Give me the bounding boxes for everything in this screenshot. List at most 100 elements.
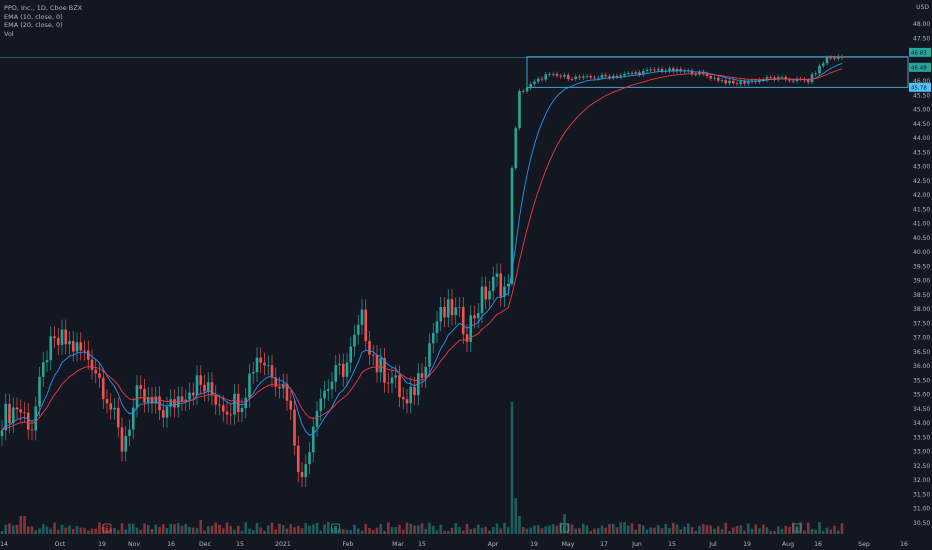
candle-body (795, 78, 799, 82)
volume-bar (424, 528, 428, 534)
volume-bar (244, 522, 248, 534)
volume-bar (653, 527, 656, 534)
time-axis: 14 Oct 19 Nov 16 Dec 15 2021 Feb Mar 15 Apr 19 May 17 J… (0, 541, 908, 548)
candle-body (461, 306, 465, 335)
candle-body (649, 69, 653, 71)
candle-body (465, 334, 469, 342)
candle-body (476, 313, 480, 319)
volume-bar (345, 529, 349, 534)
candle-body (443, 307, 446, 318)
volume-bar (154, 524, 158, 534)
candle-body (671, 68, 675, 72)
volume-bar (750, 528, 754, 534)
volume-bar (210, 525, 214, 534)
price-tick-label: 37.50 (913, 320, 930, 327)
volume-bar (746, 523, 750, 534)
volume-bar (413, 525, 416, 534)
volume-bar (255, 522, 259, 534)
volume-bar (630, 523, 634, 534)
volume-bar (360, 530, 364, 534)
candle-body (836, 56, 840, 59)
candle-body (195, 375, 199, 396)
candle-body (150, 397, 154, 404)
candle-body (690, 70, 694, 75)
candle-body (413, 386, 416, 396)
time-tick-label: 15 (668, 541, 676, 548)
candle-body (495, 273, 499, 277)
candle-body (709, 76, 713, 79)
candle-body (544, 74, 548, 80)
candle-body (0, 430, 4, 437)
volume-bar (735, 525, 739, 534)
candle-body (791, 80, 795, 82)
volume-bar (203, 530, 206, 534)
volume-bar (409, 523, 413, 534)
volume-bar (251, 530, 255, 534)
earnings-marker-label: E (795, 527, 799, 533)
volume-bar (341, 529, 345, 534)
candle-body (533, 81, 536, 84)
volume-bar (233, 529, 236, 534)
candle-body (806, 80, 810, 83)
candle-body (263, 362, 266, 366)
candle-body (431, 333, 435, 344)
candle-body (206, 382, 210, 392)
candle-body (585, 75, 589, 77)
candle-body (345, 362, 349, 377)
candle-body (559, 75, 563, 77)
time-tick-label: Mar (392, 541, 404, 548)
candle-body (398, 375, 401, 398)
candle-body (135, 385, 139, 408)
candle-body (285, 383, 289, 401)
candle-body (146, 397, 150, 403)
ema10-line (1, 62, 843, 436)
candle-body (90, 359, 94, 370)
candle-body (626, 73, 630, 74)
volume-bar (49, 528, 53, 534)
candle-body (780, 77, 784, 78)
volume-bar (38, 528, 41, 534)
candle-body (488, 290, 491, 300)
candle-body (60, 329, 64, 345)
candle-body (289, 400, 293, 410)
candle-body (371, 354, 375, 356)
time-tick-label: 15 (418, 541, 426, 548)
time-tick-label: 14 (0, 541, 8, 548)
volume-bar (480, 527, 484, 534)
price-axis: 30.50 31.00 31.50 32.00 32.50 33.00 33.50 34.00… (913, 21, 930, 527)
candle-body (79, 342, 83, 351)
price-tick-label: 30.50 (913, 520, 930, 527)
volume-bar (488, 530, 491, 534)
volume-bar (506, 527, 510, 534)
candle-body (521, 91, 525, 92)
price-tick-label: 41.50 (913, 206, 930, 213)
volume-bar (375, 527, 379, 534)
volume-bar (420, 523, 424, 534)
volume-bar (71, 528, 75, 534)
candle-body (611, 75, 615, 78)
volume-bar (499, 528, 503, 534)
candle-body (83, 350, 86, 352)
volume-bar (379, 523, 383, 534)
earnings-marker: E (560, 523, 569, 533)
candle-body (604, 75, 608, 77)
volume-bar (720, 529, 724, 534)
candle-body (4, 403, 8, 431)
volume-bar (585, 525, 589, 534)
candle-body (600, 75, 604, 78)
volume-bar (146, 524, 150, 534)
volume-bar (686, 523, 690, 534)
volume-bar (259, 527, 263, 534)
candle-body (293, 409, 296, 446)
volume-bar (386, 522, 390, 534)
volume-bar (679, 529, 683, 534)
candle-body (308, 452, 311, 465)
volume-bar (439, 524, 443, 534)
volume-bar (225, 522, 229, 534)
volume-bar (158, 526, 161, 534)
volume-bar (8, 523, 11, 534)
candle-body (154, 396, 158, 404)
candle-body (720, 80, 724, 81)
candle-body (536, 78, 540, 82)
